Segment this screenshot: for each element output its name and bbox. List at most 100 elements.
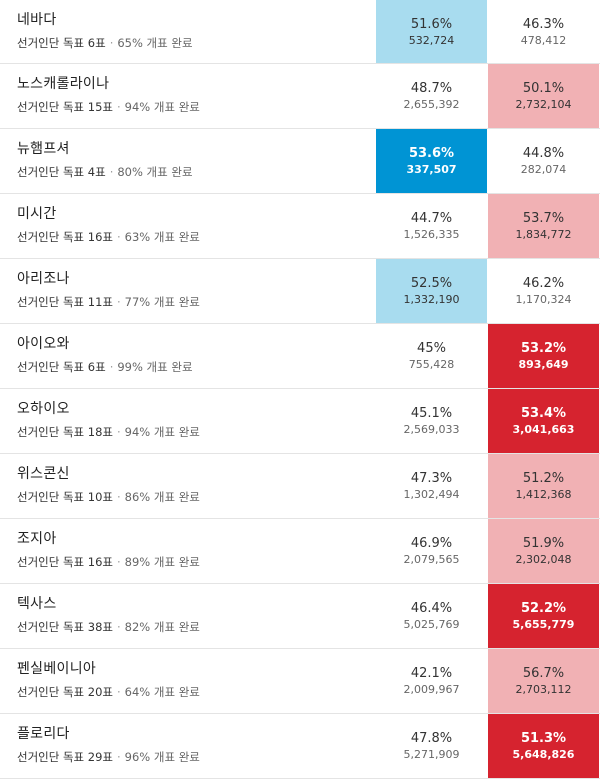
state-meta: 선거인단 독표 16표 · 63% 개표 완료	[17, 229, 375, 245]
state-row[interactable]: 미시간 선거인단 독표 16표 · 63% 개표 완료 44.7% 1,526,335 53…	[0, 194, 600, 259]
electoral-votes: 선거인단 독표 11표	[17, 295, 114, 309]
dem-result-cell: 45% 755,428	[375, 324, 487, 388]
rep-vote-count: 5,655,779	[512, 618, 575, 631]
dem-vote-count: 337,507	[406, 163, 457, 176]
rep-vote-count: 2,302,048	[515, 553, 572, 566]
rep-percent: 44.8%	[522, 146, 565, 161]
dem-percent: 53.6%	[408, 146, 455, 161]
electoral-votes: 선거인단 독표 29표	[17, 750, 114, 764]
rep-result-cell: 51.9% 2,302,048	[487, 519, 599, 583]
rep-percent: 50.1%	[522, 81, 565, 96]
rep-vote-count: 478,412	[520, 33, 567, 47]
state-meta: 선거인단 독표 6표 · 65% 개표 완료	[17, 35, 375, 51]
dem-result-cell: 52.5% 1,332,190	[375, 259, 487, 323]
state-row[interactable]: 텍사스 선거인단 독표 38표 · 82% 개표 완료 46.4% 5,025,769 52…	[0, 584, 600, 649]
dem-result-cell: 48.7% 2,655,392	[375, 64, 487, 128]
rep-result-cell: 53.2% 893,649	[487, 324, 599, 388]
separator-dot: ·	[117, 295, 121, 309]
state-name: 오하이오	[17, 401, 70, 417]
rep-percent: 52.2%	[520, 601, 567, 616]
separator-dot: ·	[117, 750, 121, 764]
rep-vote-count: 2,703,112	[515, 683, 572, 696]
state-name: 아리조나	[17, 271, 70, 287]
dem-vote-count: 1,526,335	[403, 228, 460, 241]
state-meta: 선거인단 독표 38표 · 82% 개표 완료	[17, 619, 375, 635]
rep-result-cell: 44.8% 282,074	[487, 129, 599, 193]
state-name: 아이오와	[17, 336, 70, 352]
dem-result-cell: 47.3% 1,302,494	[375, 454, 487, 518]
dem-percent: 47.8%	[410, 731, 453, 746]
state-row[interactable]: 뉴햄프셔 선거인단 독표 4표 · 80% 개표 완료 53.6% 337,507 44.8…	[0, 129, 600, 194]
electoral-votes: 선거인단 독표 20표	[17, 685, 114, 699]
state-name: 조지아	[17, 531, 57, 547]
state-meta: 선거인단 독표 29표 · 96% 개표 완료	[17, 749, 375, 765]
reporting-status: 65% 개표 완료	[117, 36, 193, 50]
state-row[interactable]: 오하이오 선거인단 독표 18표 · 94% 개표 완료 45.1% 2,569,033 5…	[0, 389, 600, 454]
reporting-status: 64% 개표 완료	[124, 685, 200, 699]
rep-vote-count: 3,041,663	[512, 423, 575, 436]
rep-vote-count: 1,412,368	[515, 488, 572, 501]
dem-vote-count: 1,302,494	[403, 488, 460, 501]
rep-result-cell: 56.7% 2,703,112	[487, 649, 599, 713]
reporting-status: 89% 개표 완료	[124, 555, 200, 569]
dem-percent: 44.7%	[410, 211, 453, 226]
state-info: 텍사스 선거인단 독표 38표 · 82% 개표 완료	[0, 584, 375, 648]
rep-percent: 51.2%	[522, 471, 565, 486]
rep-percent: 53.7%	[522, 211, 565, 226]
state-row[interactable]: 조지아 선거인단 독표 16표 · 89% 개표 완료 46.9% 2,079,565 51…	[0, 519, 600, 584]
state-name: 펜실베이니아	[17, 661, 97, 677]
rep-vote-count: 893,649	[518, 358, 569, 371]
state-row[interactable]: 네바다 선거인단 독표 6표 · 65% 개표 완료 51.6% 532,724 46.3%…	[0, 0, 600, 64]
dem-vote-count: 2,569,033	[403, 423, 460, 436]
separator-dot: ·	[109, 360, 114, 374]
separator-dot: ·	[117, 685, 121, 699]
dem-result-cell: 45.1% 2,569,033	[375, 389, 487, 453]
rep-result-cell: 51.3% 5,648,826	[487, 714, 599, 778]
separator-dot: ·	[117, 555, 121, 569]
dem-percent: 51.6%	[410, 16, 453, 32]
dem-vote-count: 2,009,967	[403, 683, 460, 696]
separator-dot: ·	[117, 620, 121, 634]
state-row[interactable]: 위스콘신 선거인단 독표 10표 · 86% 개표 완료 47.3% 1,302,494 5…	[0, 454, 600, 519]
electoral-votes: 선거인단 독표 16표	[17, 555, 114, 569]
state-name: 네바다	[17, 12, 57, 28]
reporting-status: 77% 개표 완료	[124, 295, 200, 309]
rep-result-cell: 53.4% 3,041,663	[487, 389, 599, 453]
reporting-status: 86% 개표 완료	[124, 490, 200, 504]
state-name: 뉴햄프셔	[17, 141, 70, 157]
rep-percent: 51.3%	[520, 731, 567, 746]
state-meta: 선거인단 독표 10표 · 86% 개표 완료	[17, 489, 375, 505]
electoral-votes: 선거인단 독표 38표	[17, 620, 114, 634]
rep-vote-count: 282,074	[520, 163, 567, 176]
rep-result-cell: 52.2% 5,655,779	[487, 584, 599, 648]
state-name: 위스콘신	[17, 466, 70, 482]
rep-percent: 56.7%	[522, 666, 565, 681]
rep-result-cell: 46.2% 1,170,324	[487, 259, 599, 323]
dem-vote-count: 5,025,769	[403, 618, 460, 631]
state-row[interactable]: 노스캐롤라이나 선거인단 독표 15표 · 94% 개표 완료 48.7% 2,655,3…	[0, 64, 600, 129]
rep-vote-count: 2,732,104	[515, 98, 572, 111]
state-meta: 선거인단 독표 11표 · 77% 개표 완료	[17, 294, 375, 310]
electoral-votes: 선거인단 독표 6표	[17, 36, 106, 50]
state-info: 미시간 선거인단 독표 16표 · 63% 개표 완료	[0, 194, 375, 258]
dem-percent: 42.1%	[410, 666, 453, 681]
rep-percent: 53.2%	[520, 341, 567, 356]
state-row[interactable]: 플로리다 선거인단 독표 29표 · 96% 개표 완료 47.8% 5,271,909 5…	[0, 714, 600, 779]
rep-result-cell: 51.2% 1,412,368	[487, 454, 599, 518]
dem-percent: 52.5%	[410, 276, 453, 291]
dem-vote-count: 2,079,565	[403, 553, 460, 566]
separator-dot: ·	[109, 165, 114, 179]
reporting-status: 80% 개표 완료	[117, 165, 193, 179]
separator-dot: ·	[117, 100, 121, 114]
state-row[interactable]: 아리조나 선거인단 독표 11표 · 77% 개표 완료 52.5% 1,332,190 4…	[0, 259, 600, 324]
state-meta: 선거인단 독표 6표 · 99% 개표 완료	[17, 359, 375, 375]
dem-result-cell: 53.6% 337,507	[375, 129, 487, 193]
